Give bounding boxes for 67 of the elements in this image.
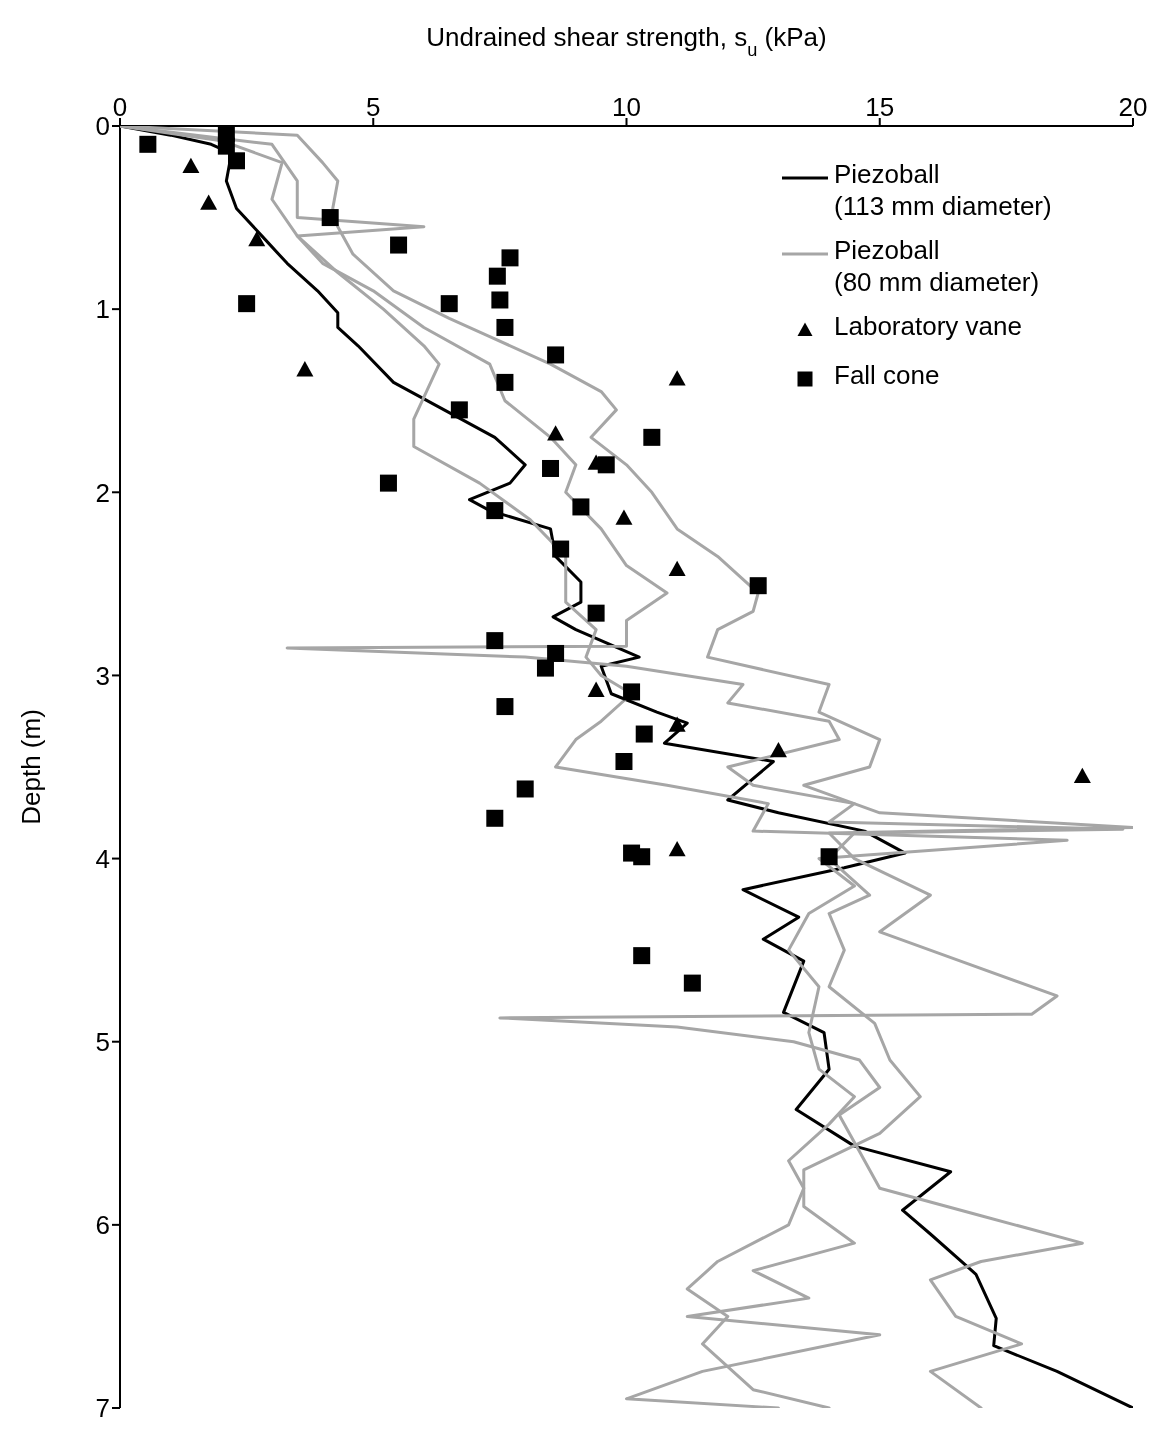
point	[587, 604, 605, 622]
y-tick-label: 2	[95, 477, 110, 508]
point	[542, 459, 560, 477]
legend-label: Fall cone	[834, 359, 941, 391]
point	[615, 753, 633, 771]
point	[248, 231, 266, 247]
point	[182, 157, 200, 174]
point	[139, 135, 157, 153]
point	[296, 361, 314, 377]
point	[488, 267, 506, 285]
point	[496, 698, 514, 716]
legend-label: Laboratory vane	[834, 310, 1023, 342]
point	[668, 840, 686, 857]
x-tick-label: 20	[1118, 92, 1148, 122]
x-axis-title: Undrained shear strength, s$_{u}$ (kPa)	[426, 22, 827, 60]
point	[633, 947, 651, 965]
y-tick-label: 1	[95, 294, 110, 325]
point	[615, 509, 633, 525]
point	[321, 209, 339, 227]
point	[486, 809, 504, 827]
point	[547, 644, 565, 662]
y-tick-label: 4	[95, 843, 110, 874]
y-tick-label: 6	[95, 1210, 110, 1241]
point	[379, 474, 397, 492]
point	[200, 194, 218, 210]
point	[516, 780, 534, 798]
point	[547, 346, 565, 364]
y-tick-label: 7	[95, 1393, 110, 1424]
point	[450, 401, 468, 419]
point	[749, 577, 767, 595]
point	[217, 137, 235, 155]
point	[683, 974, 701, 992]
point	[501, 249, 519, 267]
y-axis-title: Depth (m)	[16, 709, 46, 825]
point	[486, 632, 504, 650]
point	[643, 428, 661, 446]
point	[668, 560, 686, 577]
point	[228, 152, 245, 170]
point	[1073, 767, 1091, 783]
point	[587, 681, 605, 697]
y-tick-label: 5	[95, 1026, 110, 1057]
point	[597, 456, 615, 474]
y-tick-label: 0	[95, 111, 110, 142]
x-tick-label: 15	[865, 92, 895, 122]
point	[668, 716, 686, 732]
point	[633, 848, 651, 866]
point	[491, 291, 509, 309]
point	[238, 295, 256, 313]
point	[623, 683, 641, 701]
legend-label: Piezoball (113 mm diameter)	[834, 158, 1053, 222]
point	[572, 498, 590, 516]
point	[390, 236, 408, 254]
point	[769, 742, 787, 758]
y-tick-label: 3	[95, 660, 110, 691]
point	[820, 848, 838, 866]
point	[552, 540, 570, 558]
point	[496, 373, 514, 391]
point	[486, 502, 504, 520]
legend-label: Piezoball (80 mm diameter)	[834, 234, 1041, 298]
point	[635, 725, 653, 743]
point	[440, 295, 458, 313]
x-tick-label: 10	[612, 92, 641, 122]
x-tick-label: 5	[366, 92, 381, 122]
point	[668, 370, 686, 386]
point	[496, 318, 514, 336]
point	[547, 425, 565, 441]
point	[536, 659, 554, 677]
